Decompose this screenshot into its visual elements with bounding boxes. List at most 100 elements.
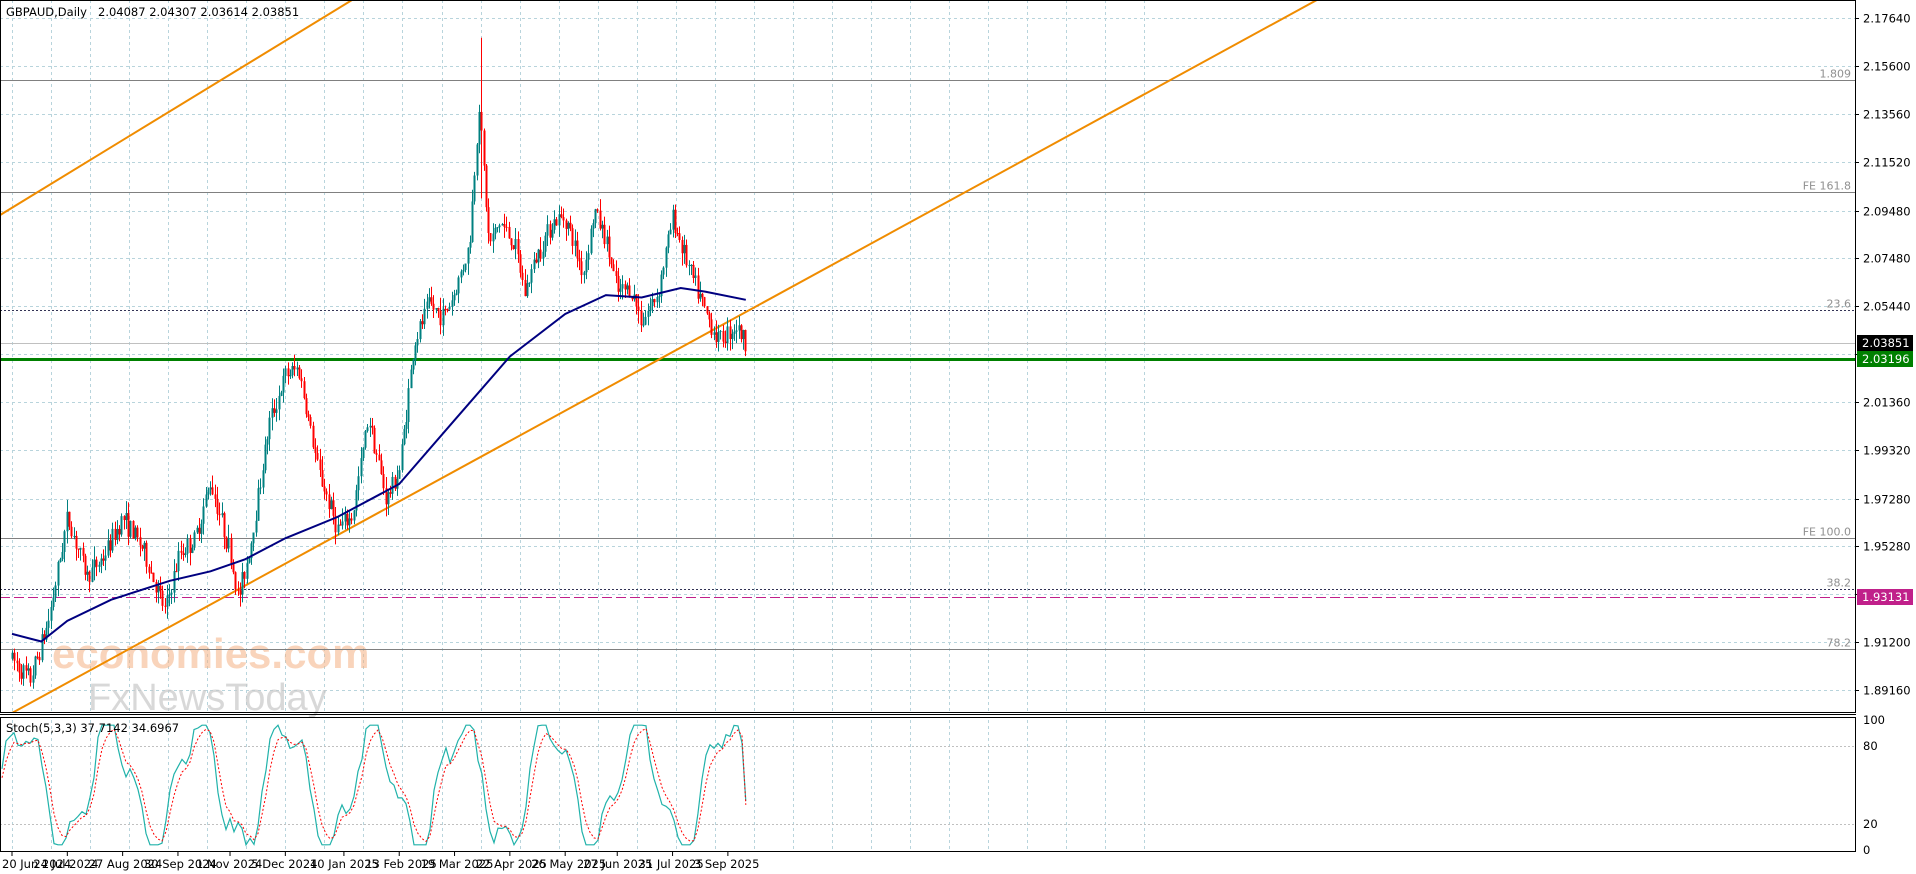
candle-body [141,545,144,549]
candle-body [319,459,322,471]
candle-body [150,572,153,574]
candle-body [100,558,103,565]
candle-body [587,253,590,260]
time-tick-label: 3 Sep 2025 [694,857,760,871]
stoch-level-label: 0 [1863,843,1870,857]
candle-body [496,227,499,229]
horizontal-levels: 1.809 FE 161.8 23.6 FE 100.0 38.2 78.2 [0,68,1855,650]
candle-body [551,229,554,238]
candle-body [744,330,747,352]
candle-body [606,236,609,245]
candle-body [640,310,643,326]
candle-body [521,272,524,280]
candle-body [11,652,14,659]
candle-body [202,506,205,524]
candle-body [102,558,105,561]
candle-body [70,526,73,537]
candle-body [432,303,435,310]
candle-body [284,368,287,376]
candle-body [612,264,615,272]
time-tick-label: 1 Nov 2024 [196,857,262,871]
candle-body [22,665,25,679]
candle-body [517,239,520,255]
candle-body [688,265,691,267]
candle-body [75,535,78,549]
candle-body [95,559,98,567]
candle-body [713,332,716,335]
candle-body [375,453,378,455]
candle-body [91,567,94,582]
price-tick-label: 2.17640 [1863,12,1911,26]
candle-body [391,476,394,494]
price-tick-label: 2.13560 [1863,108,1911,122]
candle-body [544,235,547,252]
candle-body [647,310,650,317]
candle-body [355,490,358,511]
candle-body [524,279,527,297]
candle-body [419,321,422,340]
candle-body [321,470,324,487]
candle-body [414,345,417,360]
candle-body [166,595,169,607]
candle-body [473,175,476,202]
candle-body [428,297,431,302]
candle-body [694,275,697,278]
candle-body [549,224,552,238]
candle-body [437,308,440,311]
candle-body [735,330,738,332]
candle-body [164,605,167,607]
candle-body [565,220,568,229]
candle-body [189,538,192,553]
candle-body [676,233,679,235]
candle-body [29,668,32,683]
candle-body [296,367,299,370]
candle-body [309,417,312,426]
candle-body [57,561,60,586]
candle-body [243,572,246,579]
time-tick-label: 19 Mar 2025 [421,857,494,871]
candle-body [724,341,727,344]
candle-body [382,474,385,489]
candle-body [118,528,121,535]
current-price-tag: 2.03851 [1862,336,1910,350]
price-tick-label: 1.99320 [1863,444,1911,458]
candle-body [328,494,331,510]
candle-body [139,537,142,546]
candle-body [410,369,413,389]
candle-body [703,297,706,307]
time-tick-label: 27 Aug 2024 [89,857,163,871]
candle-body [596,209,599,211]
candle-body [642,324,645,326]
candle-body [621,284,624,289]
stoch-main-line [1,724,747,847]
candle-body [63,531,66,552]
candle-body [27,668,30,671]
candle-body [708,313,711,320]
candle-body [332,500,335,516]
candle-body [214,494,217,499]
candle-body [369,425,372,428]
level-38-2-label: 38.2 [1827,577,1852,590]
candle-body [168,594,171,596]
candle-body [186,538,189,554]
candle-body [483,130,486,166]
candle-body [20,672,23,679]
candle-body [136,527,139,538]
stoch-label: Stoch(5,3,3) 37.7142 34.6967 [6,721,179,735]
candle-body [341,521,344,526]
candle-body [706,306,709,314]
candle-body [120,516,123,535]
candle-body [38,657,41,661]
candle-body [398,470,401,479]
candle-body [152,572,155,583]
candle-body [740,325,743,340]
candle-body [692,264,695,278]
candle-body [84,555,87,575]
candle-body [13,652,16,661]
candle-body [715,332,718,342]
stochastic-series [0,724,1855,847]
candle-body [298,367,301,379]
price-tick-label: 2.11520 [1863,156,1911,170]
